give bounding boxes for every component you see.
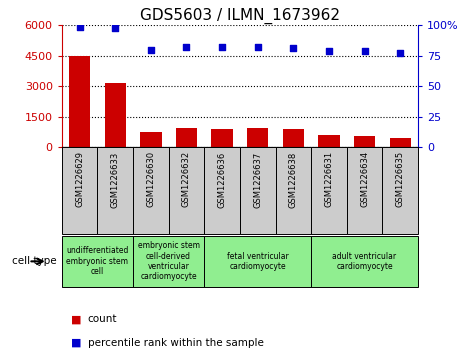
Text: count: count	[88, 314, 117, 325]
Bar	[382, 147, 418, 234]
Bar	[390, 138, 411, 147]
Point	[218, 44, 226, 50]
Bar	[69, 56, 90, 147]
Point	[254, 44, 261, 50]
Text: GSM1226638: GSM1226638	[289, 151, 298, 208]
Bar	[169, 147, 204, 234]
Bar	[62, 147, 97, 234]
Text: GSM1226635: GSM1226635	[396, 151, 405, 208]
Text: GSM1226633: GSM1226633	[111, 151, 120, 208]
Text: percentile rank within the sample: percentile rank within the sample	[88, 338, 264, 348]
Bar	[140, 132, 162, 147]
Point	[76, 24, 84, 30]
Bar	[97, 147, 133, 234]
Text: GSM1226636: GSM1226636	[218, 151, 227, 208]
Text: GSM1226637: GSM1226637	[253, 151, 262, 208]
Bar	[104, 82, 126, 147]
Title: GDS5603 / ILMN_1673962: GDS5603 / ILMN_1673962	[140, 8, 340, 24]
Text: GSM1226631: GSM1226631	[324, 151, 333, 208]
Text: cell type: cell type	[12, 256, 57, 266]
Bar	[311, 236, 418, 287]
Bar	[133, 147, 169, 234]
Bar	[204, 147, 240, 234]
Text: GSM1226630: GSM1226630	[146, 151, 155, 208]
Text: adult ventricular
cardiomyocyte: adult ventricular cardiomyocyte	[332, 252, 397, 271]
Bar	[176, 129, 197, 147]
Point	[361, 48, 369, 54]
Bar	[347, 147, 382, 234]
Bar	[240, 147, 276, 234]
Bar	[133, 236, 204, 287]
Bar	[204, 236, 311, 287]
Text: GSM1226634: GSM1226634	[360, 151, 369, 208]
Text: fetal ventricular
cardiomyocyte: fetal ventricular cardiomyocyte	[227, 252, 289, 271]
Text: GSM1226632: GSM1226632	[182, 151, 191, 208]
Text: ■: ■	[71, 314, 82, 325]
Point	[396, 50, 404, 56]
Point	[325, 48, 332, 54]
Bar	[283, 129, 304, 147]
Bar	[211, 129, 233, 147]
Bar	[62, 236, 133, 287]
Text: embryonic stem
cell-derived
ventricular
cardiomyocyte: embryonic stem cell-derived ventricular …	[138, 241, 200, 281]
Bar	[247, 129, 268, 147]
Text: GSM1226629: GSM1226629	[75, 151, 84, 207]
Point	[182, 44, 190, 50]
Bar	[311, 147, 347, 234]
Bar	[276, 147, 311, 234]
Point	[289, 45, 297, 51]
Point	[147, 47, 155, 53]
Text: undifferentiated
embryonic stem
cell: undifferentiated embryonic stem cell	[66, 246, 129, 276]
Bar	[354, 136, 375, 147]
Point	[111, 25, 119, 31]
Bar	[318, 135, 340, 147]
Text: ■: ■	[71, 338, 82, 348]
